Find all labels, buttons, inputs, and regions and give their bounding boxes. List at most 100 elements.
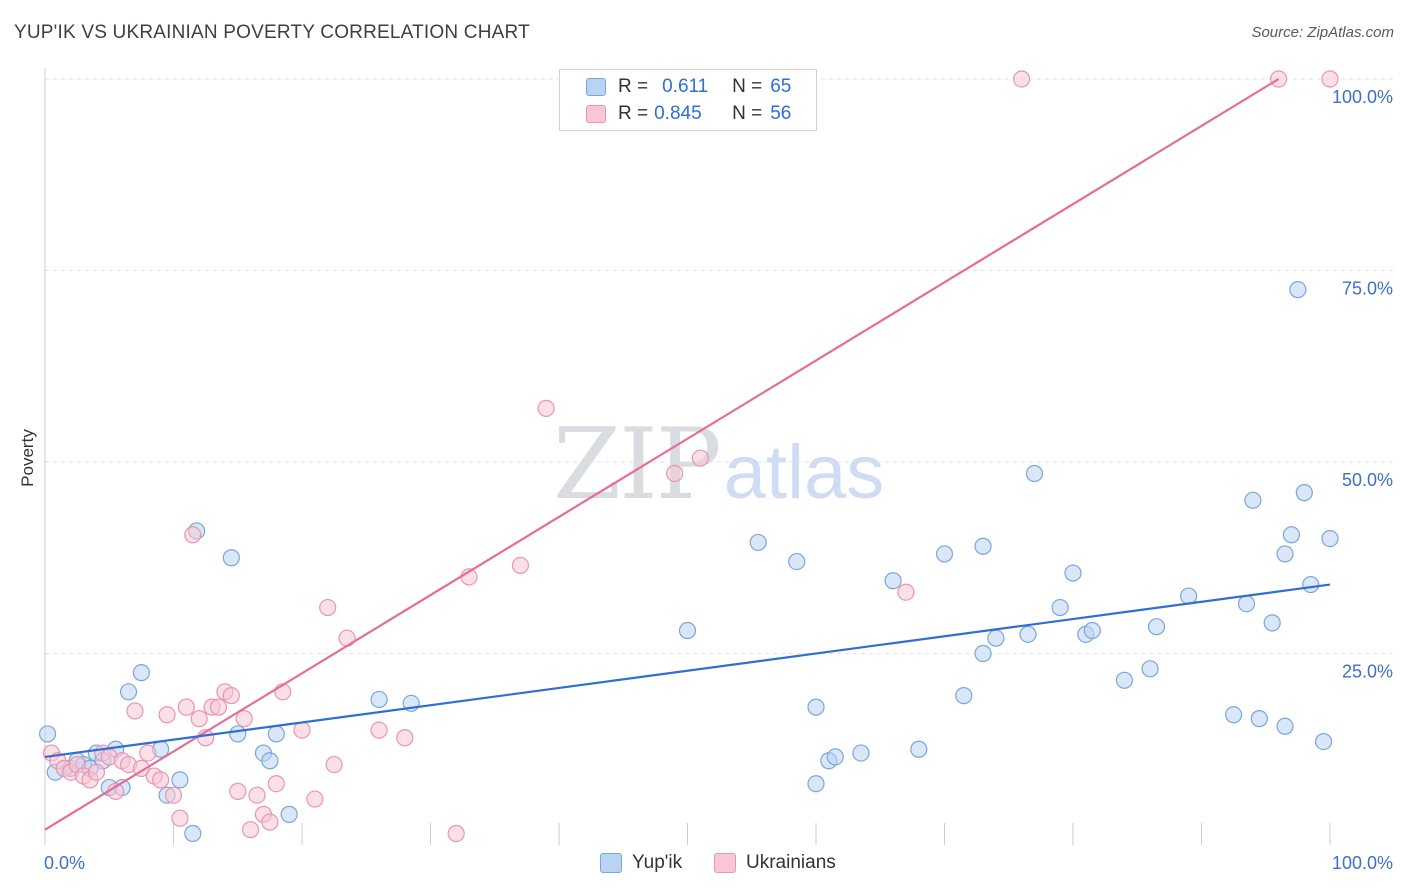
yupik-point — [1263, 614, 1281, 632]
y-tick-labels: 25.0% 50.0% 75.0% 100.0% — [1332, 87, 1393, 682]
gridlines — [45, 78, 1395, 654]
legend-r-label: R = — [618, 76, 649, 97]
yupik-point — [229, 725, 247, 743]
yupik-point — [749, 533, 767, 552]
x-tick-marks — [44, 823, 1331, 845]
ukrainians-swatch — [586, 105, 606, 123]
yupik-point — [1314, 732, 1333, 751]
yupik-legend-swatch — [600, 853, 622, 873]
y-axis-label: Poverty — [18, 429, 37, 487]
yupik-point — [267, 725, 285, 743]
yupik-point — [1147, 618, 1166, 636]
ukrainians-point — [691, 449, 709, 467]
legend-item-ukrainians[interactable]: Ukrainians — [714, 852, 836, 874]
ukrainians-point — [370, 721, 388, 739]
ukrainians-point — [293, 721, 311, 739]
yupik-point — [1019, 625, 1037, 643]
yupik-point — [788, 552, 806, 571]
ukrainians-point — [222, 687, 240, 705]
yupik-point — [1321, 529, 1339, 548]
yupik-point — [1282, 526, 1301, 544]
yupik-legend-label: Yup'ik — [632, 852, 683, 873]
source-credit: Source: ZipAtlas.com — [1251, 24, 1394, 41]
ukrainians-point — [152, 771, 170, 789]
yupik-swatch — [586, 78, 606, 96]
legend-row-yupik: R = 0.611 N = 65 — [586, 75, 791, 99]
ukrainians-legend-swatch — [714, 853, 736, 873]
ukrainians-point — [511, 556, 530, 575]
yupik-point — [1141, 660, 1159, 678]
x-tick-label-min: 0.0% — [44, 853, 85, 873]
x-tick-label-max: 100.0% — [1332, 853, 1393, 873]
y-tick-label-50: 50.0% — [1342, 470, 1393, 490]
ukrainians-trend-line — [44, 78, 1280, 831]
yupik-point — [1250, 710, 1268, 728]
ukrainians-point — [184, 526, 202, 544]
yupik-point — [1295, 484, 1313, 502]
series-yupik — [38, 281, 1339, 843]
trend-lines — [44, 78, 1331, 831]
yupik-point — [910, 740, 928, 758]
ukrainians-point — [1321, 70, 1339, 88]
yupik-point — [884, 572, 902, 590]
yupik-point — [678, 621, 697, 640]
y-tick-label-75: 75.0% — [1342, 279, 1393, 299]
yupik-r-value: 0.611 — [662, 76, 709, 97]
yupik-point — [1083, 621, 1101, 640]
series-ukrainians — [42, 70, 1339, 843]
yupik-point — [955, 687, 973, 705]
ukrainians-point — [171, 809, 189, 827]
ukrainians-point — [666, 464, 684, 483]
ukrainians-point — [267, 775, 285, 793]
ukrainians-point — [139, 744, 157, 762]
ukrainians-point — [229, 782, 247, 800]
ukrainians-point — [235, 710, 253, 728]
yupik-point — [1115, 671, 1134, 689]
stats-legend: R = 0.611 N = 65 R = 0.845 N = 56 — [559, 69, 817, 131]
ukrainians-point — [325, 755, 343, 774]
ukrainians-point — [319, 598, 337, 617]
yupik-point — [1276, 717, 1294, 735]
ukrainians-point — [537, 399, 555, 417]
ukrainians-point — [248, 786, 266, 804]
yupik-point — [935, 545, 954, 563]
yupik-point — [974, 537, 992, 555]
legend-r-label: R = — [618, 103, 649, 124]
ukrainians-point — [242, 821, 260, 839]
ukrainians-r-value: 0.845 — [654, 103, 702, 124]
yupik-point — [807, 775, 825, 793]
yupik-point — [1237, 595, 1256, 613]
yupik-point — [38, 725, 57, 743]
yupik-n-value: 65 — [770, 76, 792, 97]
yupik-point — [184, 824, 202, 843]
ukrainians-point — [306, 790, 324, 808]
yupik-point — [826, 748, 844, 766]
yupik-trend-line — [44, 583, 1331, 759]
yupik-point — [1244, 491, 1262, 509]
yupik-point — [261, 752, 279, 770]
yupik-point — [1064, 564, 1082, 582]
legend-row-ukrainians: R = 0.845 N = 56 — [586, 102, 791, 126]
yupik-point — [280, 805, 298, 823]
yupik-point — [852, 744, 870, 762]
ukrainians-point — [1012, 70, 1031, 88]
ukrainians-point — [261, 813, 279, 831]
yupik-point — [1289, 281, 1307, 299]
ukrainians-point — [209, 698, 228, 716]
yupik-point — [1180, 587, 1198, 605]
ukrainians-point — [447, 824, 465, 843]
yupik-point — [1025, 464, 1044, 483]
yupik-point — [119, 683, 138, 701]
ukrainians-point — [158, 706, 176, 724]
ukrainians-n-value: 56 — [770, 103, 792, 124]
yupik-point — [1225, 706, 1243, 724]
y-tick-label-100: 100.0% — [1332, 87, 1393, 107]
ukrainians-point — [396, 729, 414, 747]
legend-item-yupik[interactable]: Yup'ik — [600, 852, 682, 874]
ukrainians-point — [87, 763, 106, 781]
yupik-point — [1302, 575, 1320, 594]
ukrainians-point — [126, 702, 144, 720]
ukrainians-point — [164, 786, 183, 804]
y-tick-label-25: 25.0% — [1342, 662, 1393, 682]
